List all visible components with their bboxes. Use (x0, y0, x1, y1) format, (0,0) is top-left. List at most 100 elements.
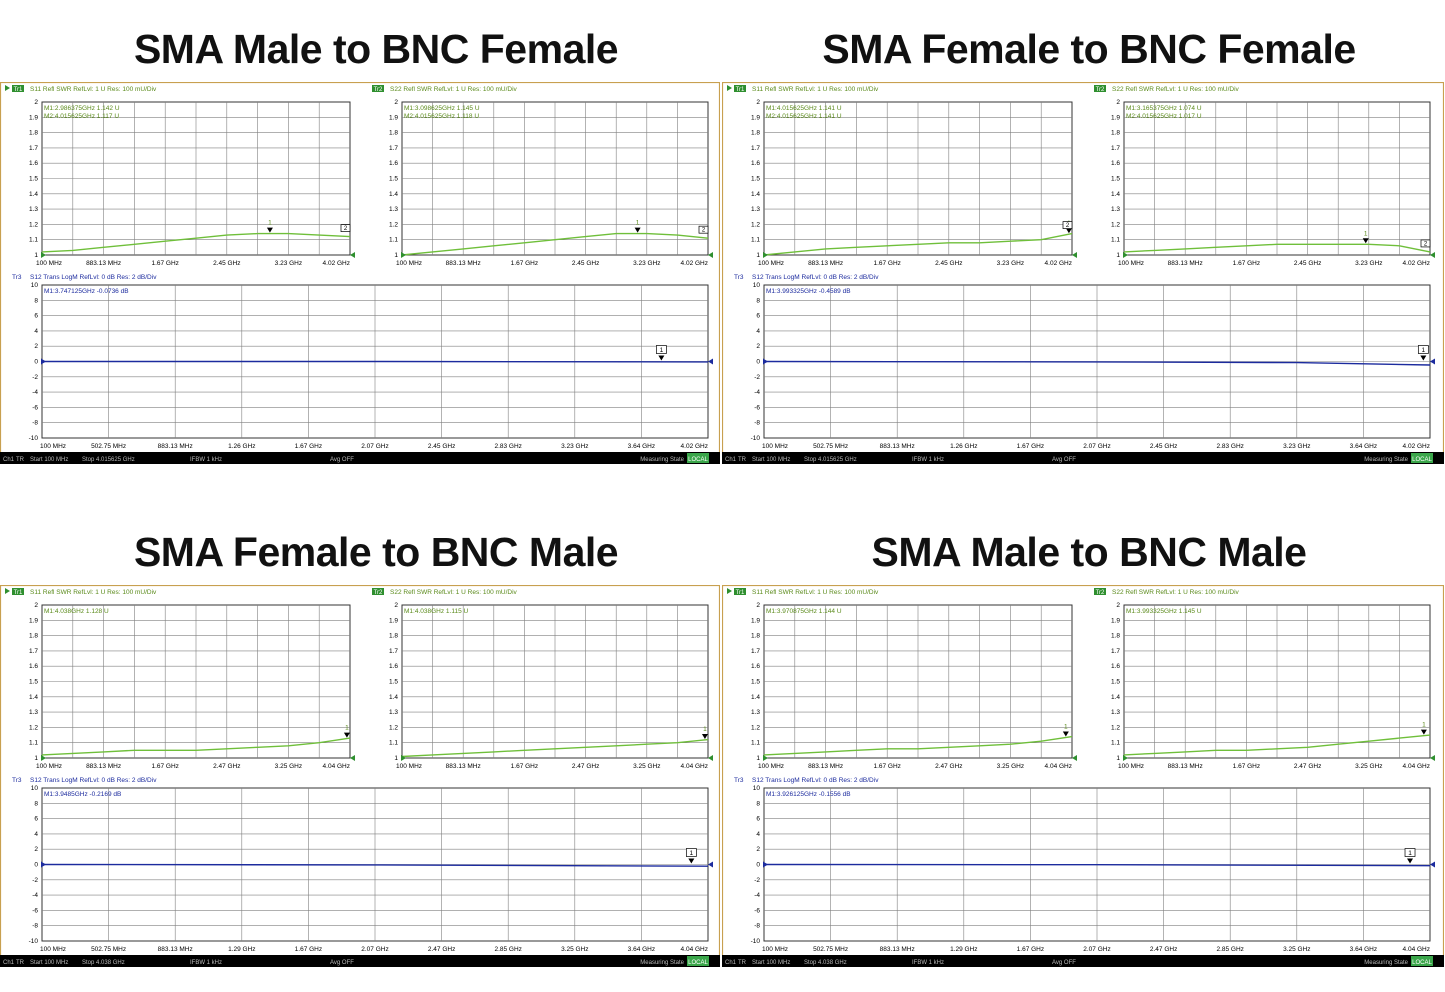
s11-x-tick-label: 1.67 GHz (873, 260, 900, 267)
s11-y-tick-label: 1.8 (29, 130, 38, 137)
s11-marker-readout-1: M1:4.038GHz 1.128 U (44, 608, 109, 615)
s12-marker-readout: M1:3.9485GHz -0.2169 dB (44, 791, 121, 798)
s22-x-tick-label: 4.04 GHz (1403, 763, 1430, 770)
s11-y-tick-label: 1.2 (751, 724, 760, 731)
s12-x-tick-label: 883.13 MHz (158, 946, 193, 953)
status-ch: Ch1 (725, 457, 737, 463)
s12-trace-tag: Tr3 (12, 777, 22, 784)
s22-y-tick-label: 1.8 (389, 633, 398, 640)
s22-x-tick-label: 3.23 GHz (1355, 260, 1382, 267)
s22-y-tick-label: 1.1 (1111, 740, 1120, 747)
s11-x-tick-label: 2.45 GHz (935, 260, 962, 267)
s22-x-tick-label: 4.02 GHz (681, 260, 708, 267)
s22-y-tick-label: 1.6 (389, 663, 398, 670)
s11-marker-1-label: 1 (268, 220, 272, 227)
analyzer-screen-1: Tr1 S11 Refl SWR RefLvl: 1 U Res: 100 mU/… (0, 82, 720, 464)
s11-y-tick-label: 1.4 (29, 694, 38, 701)
s11-reference-arrow-right (350, 755, 355, 761)
s12-y-tick-label: -6 (754, 404, 760, 411)
status-stop: Stop 4.015625 GHz (804, 457, 857, 463)
s12-x-tick-label: 3.64 GHz (628, 946, 655, 953)
s22-reference-arrow (1123, 252, 1128, 258)
s12-x-tick-label: 1.26 GHz (950, 443, 977, 450)
s22-marker-1-triangle (1362, 238, 1369, 244)
s12-reference-arrow-right (1430, 358, 1435, 365)
s11-reference-arrow (41, 252, 46, 258)
status-measuring-state: Measuring State (1364, 457, 1408, 463)
s22-marker-readout-1: M1:3.165375GHz 1.074 U (1126, 105, 1202, 112)
s11-y-tick-label: 1.2 (751, 221, 760, 228)
s22-x-tick-label: 4.02 GHz (1403, 260, 1430, 267)
s11-y-tick-label: 1.5 (29, 679, 38, 686)
s12-y-tick-label: -8 (754, 923, 760, 930)
s12-y-tick-label: -4 (32, 389, 38, 396)
s12-y-tick-label: 10 (753, 282, 761, 289)
s11-y-tick-label: 1.9 (29, 617, 38, 624)
s22-y-tick-label: 1 (1116, 252, 1120, 259)
s12-reference-arrow-right (1430, 861, 1435, 868)
s22-marker-1-label: 1 (703, 726, 707, 733)
s11-trace-tag-label: Tr1 (14, 87, 23, 93)
s11-x-tick-label: 883.13 MHz (86, 763, 121, 770)
s11-y-tick-label: 1.6 (751, 663, 760, 670)
s12-x-tick-label: 502.75 MHz (91, 946, 126, 953)
s12-x-tick-label: 100 MHz (762, 443, 788, 450)
s11-x-tick-label: 3.23 GHz (997, 260, 1024, 267)
s12-y-tick-label: 6 (756, 313, 760, 320)
s12-marker-1-box (656, 345, 667, 354)
s12-x-tick-label: 4.02 GHz (681, 443, 708, 450)
s22-y-tick-label: 1.9 (389, 617, 398, 624)
status-ch: Ch1 (3, 960, 15, 966)
s22-trace-tag (372, 588, 384, 595)
s12-marker-readout: M1:3.993325GHz -0.4589 dB (766, 288, 851, 295)
s12-header: S12 Trans LogM RefLvl: 0 dB Res: 2 dB/Di… (30, 274, 157, 281)
s11-x-tick-label: 2.47 GHz (213, 763, 240, 770)
s22-y-tick-label: 1.2 (1111, 221, 1120, 228)
s22-marker-readout-2: M2:4.015625GHz 1.118 U (404, 113, 479, 120)
s12-y-tick-label: 10 (31, 785, 39, 792)
status-flag-box (1411, 453, 1433, 463)
s22-marker-1-triangle (634, 227, 641, 233)
s22-x-tick-label: 3.25 GHz (1355, 763, 1382, 770)
s12-reference-arrow (41, 861, 46, 868)
s22-x-tick-label: 100 MHz (396, 763, 422, 770)
s22-x-tick-label: 100 MHz (1118, 260, 1144, 267)
s12-y-tick-label: -4 (32, 892, 38, 899)
s12-y-tick-label: 0 (756, 862, 760, 869)
s22-x-tick-label: 2.45 GHz (572, 260, 599, 267)
s12-marker-readout: M1:3.926125GHz -0.1556 dB (766, 791, 851, 798)
status-bar (722, 452, 1444, 464)
channel-indicator-icon (727, 588, 732, 594)
s11-marker-2-label: 2 (1066, 223, 1070, 229)
s22-trace-tag-label: Tr2 (1096, 87, 1105, 93)
s12-x-tick-label: 502.75 MHz (91, 443, 126, 450)
s12-y-tick-label: -6 (32, 907, 38, 914)
status-tr: TR (16, 457, 25, 463)
s12-y-tick-label: -2 (32, 877, 38, 884)
s12-y-tick-label: 4 (34, 328, 38, 335)
s22-marker-2-label: 2 (702, 228, 706, 234)
s11-y-tick-label: 1.3 (751, 206, 760, 213)
s22-x-tick-label: 100 MHz (396, 260, 422, 267)
s11-marker-readout-1: M1:2.986375GHz 1.142 U (44, 105, 120, 112)
s22-y-tick-label: 1.7 (1111, 648, 1120, 655)
s22-x-tick-label: 100 MHz (1118, 763, 1144, 770)
s11-x-tick-label: 3.25 GHz (997, 763, 1024, 770)
s11-trace-tag (12, 588, 24, 595)
s22-y-tick-label: 1.5 (389, 679, 398, 686)
status-flag: LOCAL (688, 960, 708, 966)
s22-y-tick-label: 2 (394, 602, 398, 609)
s22-x-tick-label: 883.13 MHz (1168, 763, 1203, 770)
s12-marker-readout: M1:3.747125GHz -0.0736 dB (44, 288, 129, 295)
analyzer-screen-2: Tr1 S11 Refl SWR RefLvl: 1 U Res: 100 mU/… (722, 82, 1444, 464)
s22-y-tick-label: 2 (394, 99, 398, 106)
s22-reference-arrow (401, 252, 406, 258)
s22-y-tick-label: 1.4 (389, 694, 398, 701)
s11-reference-arrow (763, 252, 768, 258)
s11-x-tick-label: 883.13 MHz (86, 260, 121, 267)
s11-marker-readout-2: M2:4.015625GHz 1.117 U (44, 113, 119, 120)
status-ch: Ch1 (725, 960, 737, 966)
s11-y-tick-label: 1.7 (751, 145, 760, 152)
s12-y-tick-label: 2 (756, 343, 760, 350)
s11-x-tick-label: 2.47 GHz (935, 763, 962, 770)
